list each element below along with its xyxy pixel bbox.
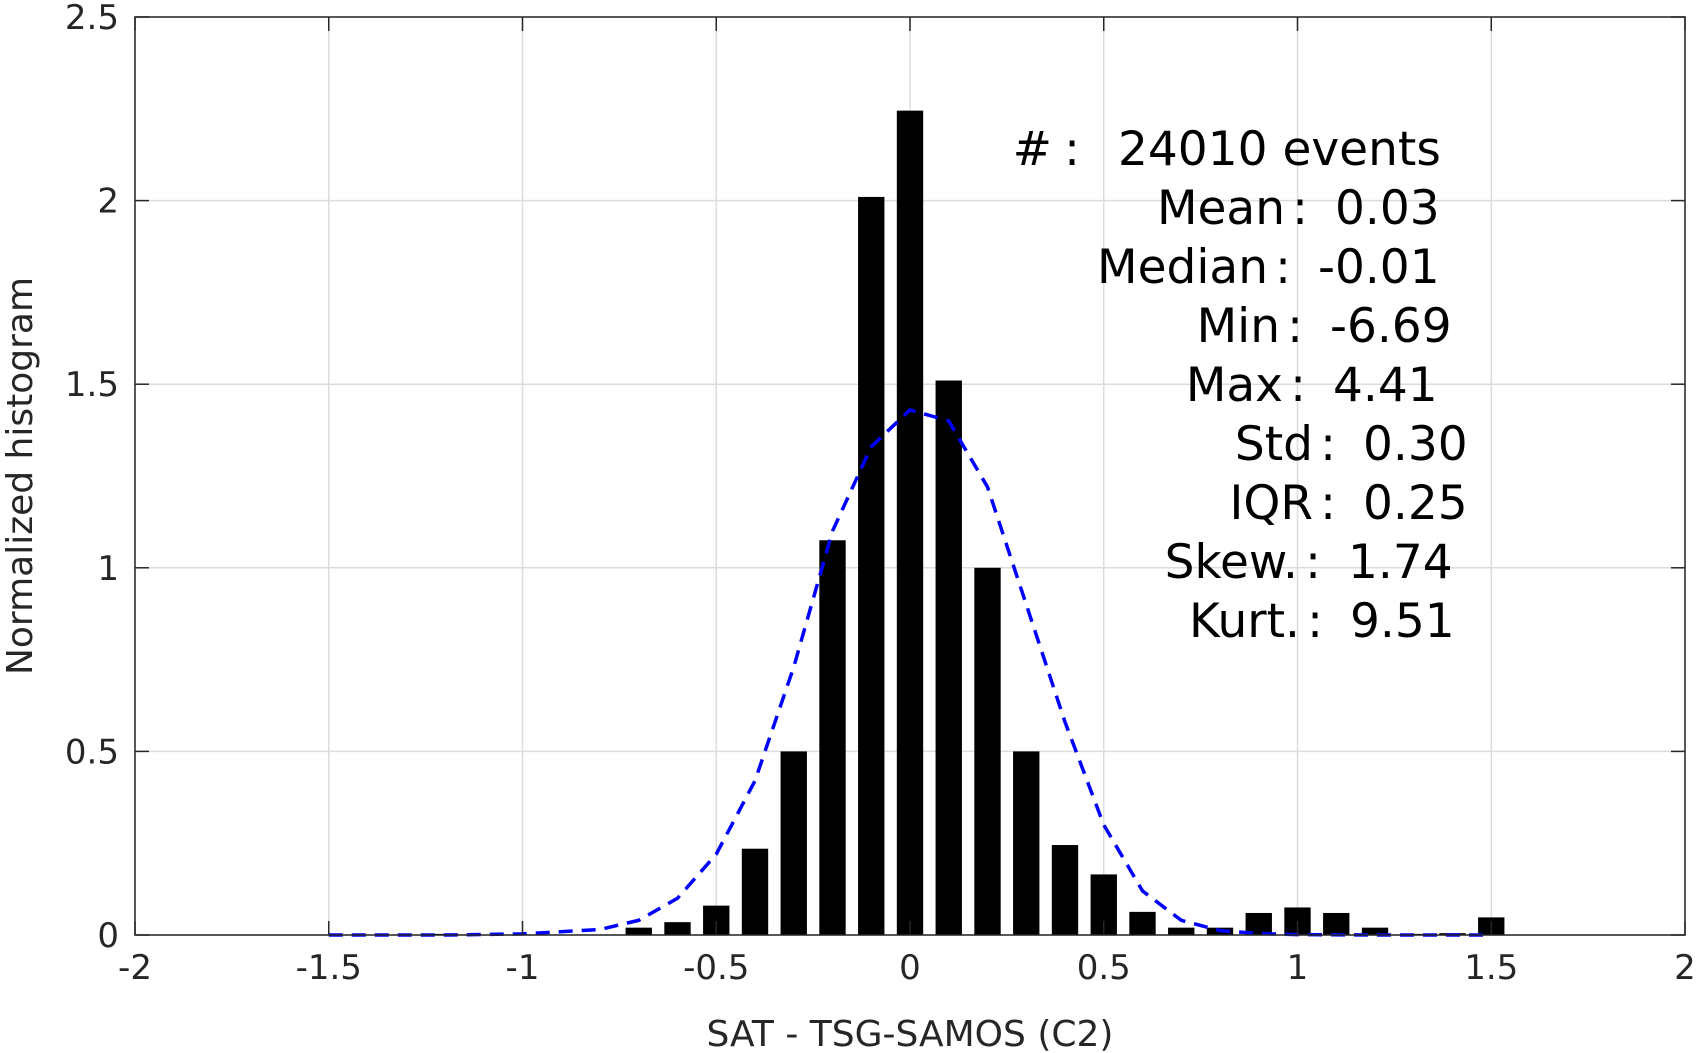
histogram-bar: [974, 567, 1001, 935]
fit-curve-line: [328, 407, 1492, 937]
x-axis-label: SAT - TSG-SAMOS (C2): [707, 1014, 1114, 1053]
stat-separator: :: [1307, 594, 1323, 649]
x-tick-label: 1: [1287, 948, 1309, 988]
x-tick-label: 1.5: [1464, 948, 1518, 988]
histogram-bar: [935, 380, 962, 935]
y-tick-label: 1.5: [65, 365, 119, 405]
histogram-bar: [1323, 912, 1350, 935]
stat-label: Kurt.: [1189, 594, 1300, 649]
y-axis-label: Normalized histogram: [0, 277, 41, 675]
stat-separator: :: [1305, 535, 1321, 590]
x-tick-label: -1: [506, 948, 540, 988]
stat-separator: :: [1064, 122, 1080, 177]
histogram-bar: [780, 751, 807, 935]
x-tick-label: 0.5: [1077, 948, 1131, 988]
x-tick-label: -0.5: [683, 948, 749, 988]
x-tick-labels: -2 -1.5 -1 -0.5 0 0.5 1 1.5 2: [118, 948, 1696, 988]
stat-value: 0.03: [1335, 181, 1440, 236]
stat-value: 9.51: [1350, 594, 1455, 649]
histogram-bars: [431, 110, 1505, 936]
stat-separator: :: [1290, 358, 1306, 413]
y-tick-label: 0.5: [65, 732, 119, 772]
stat-label: Skew.: [1165, 535, 1298, 590]
stat-separator: :: [1320, 417, 1336, 472]
stat-value: 0.25: [1363, 476, 1468, 531]
stat-label: Std: [1235, 417, 1313, 472]
histogram-bar: [741, 848, 769, 935]
histogram-bar: [1013, 751, 1040, 935]
histogram-bar: [1051, 845, 1079, 935]
stat-value: 0.30: [1363, 417, 1468, 472]
x-tick-label: 2: [1674, 948, 1696, 988]
stat-label: Mean: [1157, 181, 1285, 236]
stat-value: -0.01: [1318, 240, 1440, 295]
histogram-bar: [819, 540, 846, 935]
stat-value: 4.41: [1333, 358, 1438, 413]
histogram-bar: [625, 927, 652, 935]
y-tick-label: 1: [97, 549, 119, 589]
stat-label: Min: [1197, 299, 1280, 354]
x-tick-label: -2: [118, 948, 152, 988]
stat-label: Max: [1186, 358, 1283, 413]
x-tick-label: -1.5: [296, 948, 362, 988]
stat-label: IQR: [1229, 476, 1313, 531]
y-tick-label: 2.5: [65, 0, 119, 38]
stat-separator: :: [1275, 240, 1291, 295]
stat-value: 24010 events: [1118, 122, 1441, 177]
stat-value: -6.69: [1330, 299, 1452, 354]
stat-label: #: [1013, 122, 1052, 177]
x-tick-label: 0: [899, 948, 921, 988]
stat-label: Median: [1097, 240, 1268, 295]
histogram-bar: [1168, 927, 1195, 935]
normal-fit-curve: [328, 407, 1492, 937]
axes: [134, 16, 1686, 936]
histogram-bar: [1361, 927, 1389, 935]
y-tick-label: 2: [97, 182, 119, 222]
stat-separator: :: [1320, 476, 1336, 531]
stat-separator: :: [1292, 181, 1308, 236]
histogram-bar: [1129, 911, 1156, 935]
histogram-bar: [896, 110, 924, 936]
stat-value: 1.74: [1348, 535, 1453, 590]
histogram-bar: [664, 922, 691, 935]
histogram-bar: [1245, 912, 1272, 935]
y-tick-label: 0: [97, 916, 119, 956]
y-tick-labels: 0 0.5 1 1.5 2 2.5: [65, 0, 119, 956]
histogram-bar: [858, 196, 885, 936]
stat-separator: :: [1287, 299, 1303, 354]
